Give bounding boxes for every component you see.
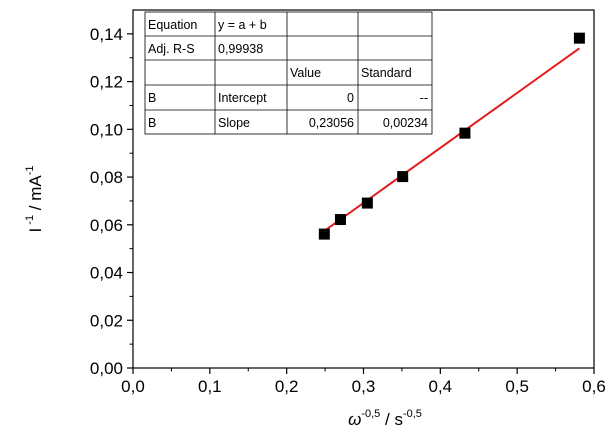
table-cell: Standard: [361, 66, 412, 80]
x-tick-label: 0,0: [121, 377, 145, 396]
table-cell: Intercept: [218, 91, 267, 105]
data-point: [334, 214, 346, 226]
data-point: [318, 228, 330, 240]
table-cell: 0,00234: [383, 116, 428, 130]
x-axis-label: ω-0,5 / s-0,5: [348, 408, 422, 429]
x-tick-label: 0,2: [275, 377, 299, 396]
y-tick-label: 0,14: [90, 25, 123, 44]
table-cell: 0: [347, 91, 354, 105]
data-point: [573, 32, 585, 44]
data-point: [361, 197, 373, 209]
table-cell: B: [148, 91, 156, 105]
data-point: [459, 127, 471, 139]
table-cell: B: [148, 116, 156, 130]
y-tick-label: 0,04: [90, 264, 123, 283]
table-cell: Equation: [148, 18, 197, 32]
table-frame: [144, 11, 433, 135]
x-tick-label: 0,3: [352, 377, 376, 396]
y-tick-label: 0,10: [90, 120, 123, 139]
x-tick-label: 0,1: [198, 377, 222, 396]
y-tick-label: 0,02: [90, 311, 123, 330]
data-points: [318, 32, 585, 240]
table-cell: Adj. R-S: [148, 42, 195, 56]
y-axis-label: I -1 / mA-1: [24, 165, 45, 232]
y-tick-label: 0,08: [90, 168, 123, 187]
y-tick-label: 0,12: [90, 73, 123, 92]
table-cell: Slope: [218, 116, 250, 130]
table-cell: Value: [290, 66, 321, 80]
fit-results-table: Equation y = a + b Adj. R-S 0,99938 Value Sta…: [144, 11, 433, 135]
axis-ticks: 0,0 0,1 0,2 0,3 0,4 0,5 0,6 0,00 0,02 0,04 0,06 0,0…: [90, 25, 606, 396]
x-tick-label: 0,6: [582, 377, 606, 396]
x-tick-label: 0,4: [429, 377, 453, 396]
x-tick-label: 0,5: [505, 377, 529, 396]
table-cell: 0,23056: [309, 116, 354, 130]
data-point: [397, 171, 409, 183]
y-tick-label: 0,06: [90, 216, 123, 235]
table-cell: y = a + b: [218, 18, 267, 32]
table-cell: --: [420, 91, 428, 105]
y-tick-label: 0,00: [90, 359, 123, 378]
table-cell: 0,99938: [218, 42, 263, 56]
